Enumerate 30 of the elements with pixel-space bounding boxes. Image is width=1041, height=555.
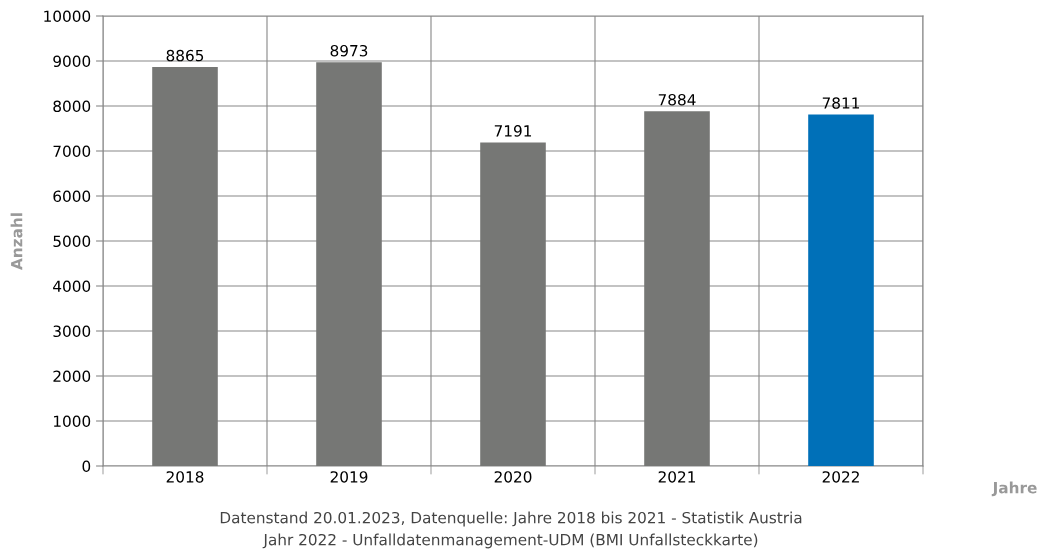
x-tick-label: 2022 — [822, 471, 859, 483]
y-tick-label: 10000 — [44, 10, 91, 23]
x-tick-label: 2018 — [166, 471, 204, 483]
y-tick-label: 1000 — [53, 415, 91, 428]
y-axis-title: Anzahl — [10, 213, 23, 270]
data-label: 8865 — [166, 49, 204, 62]
data-label: 8973 — [330, 44, 368, 57]
x-tick-label: 2021 — [658, 471, 696, 483]
y-tick-label: 5000 — [53, 235, 91, 248]
y-tick-label: 0 — [82, 460, 91, 473]
y-tick-label: 8000 — [53, 100, 91, 113]
y-tick-label: 4000 — [53, 280, 91, 293]
bar — [480, 142, 546, 466]
data-label: 7191 — [494, 125, 532, 137]
y-tick-label: 3000 — [53, 325, 91, 338]
data-label: 7811 — [822, 97, 860, 109]
y-tick-label: 9000 — [53, 55, 91, 68]
y-tick-label: 2000 — [53, 370, 91, 383]
bar — [152, 67, 218, 466]
text: Datenstand 20.01.2023, Datenquelle: Jahre 2018 bis 2021 - Statistik Austria — [220, 511, 802, 527]
x-tick-label: 2019 — [330, 471, 368, 483]
y-tick-label: 6000 — [53, 190, 91, 203]
bar — [808, 114, 874, 466]
y-tick-label: 7000 — [53, 145, 91, 158]
x-axis-title: Jahre — [991, 481, 1037, 497]
x-tick-label: 2020 — [494, 471, 532, 483]
bar — [644, 111, 710, 466]
text: Jahr 2022 - Unfalldatenmanagement-UDM (BMI Unfallsteckkarte) — [262, 533, 758, 549]
data-label: 7884 — [658, 93, 696, 106]
bar — [316, 62, 382, 466]
